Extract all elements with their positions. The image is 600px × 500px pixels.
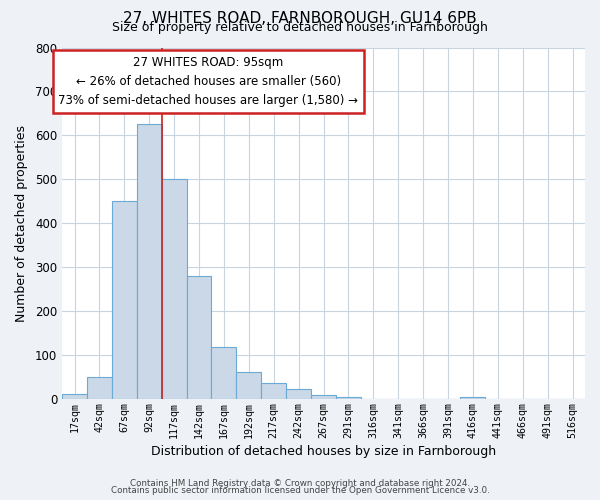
Y-axis label: Number of detached properties: Number of detached properties: [15, 124, 28, 322]
X-axis label: Distribution of detached houses by size in Farnborough: Distribution of detached houses by size …: [151, 444, 496, 458]
Bar: [112, 201, 137, 399]
Bar: [187, 276, 211, 399]
Bar: [311, 396, 336, 399]
Bar: [261, 384, 286, 399]
Text: Contains HM Land Registry data © Crown copyright and database right 2024.: Contains HM Land Registry data © Crown c…: [130, 478, 470, 488]
Bar: [460, 396, 485, 399]
Text: Size of property relative to detached houses in Farnborough: Size of property relative to detached ho…: [112, 22, 488, 35]
Bar: [236, 372, 261, 399]
Text: 27 WHITES ROAD: 95sqm
← 26% of detached houses are smaller (560)
73% of semi-det: 27 WHITES ROAD: 95sqm ← 26% of detached …: [58, 56, 358, 108]
Text: Contains public sector information licensed under the Open Government Licence v3: Contains public sector information licen…: [110, 486, 490, 495]
Bar: [62, 394, 87, 399]
Bar: [87, 377, 112, 399]
Text: 27, WHITES ROAD, FARNBOROUGH, GU14 6PB: 27, WHITES ROAD, FARNBOROUGH, GU14 6PB: [123, 11, 477, 26]
Bar: [161, 179, 187, 399]
Bar: [336, 396, 361, 399]
Bar: [137, 124, 161, 399]
Bar: [211, 347, 236, 399]
Bar: [286, 389, 311, 399]
